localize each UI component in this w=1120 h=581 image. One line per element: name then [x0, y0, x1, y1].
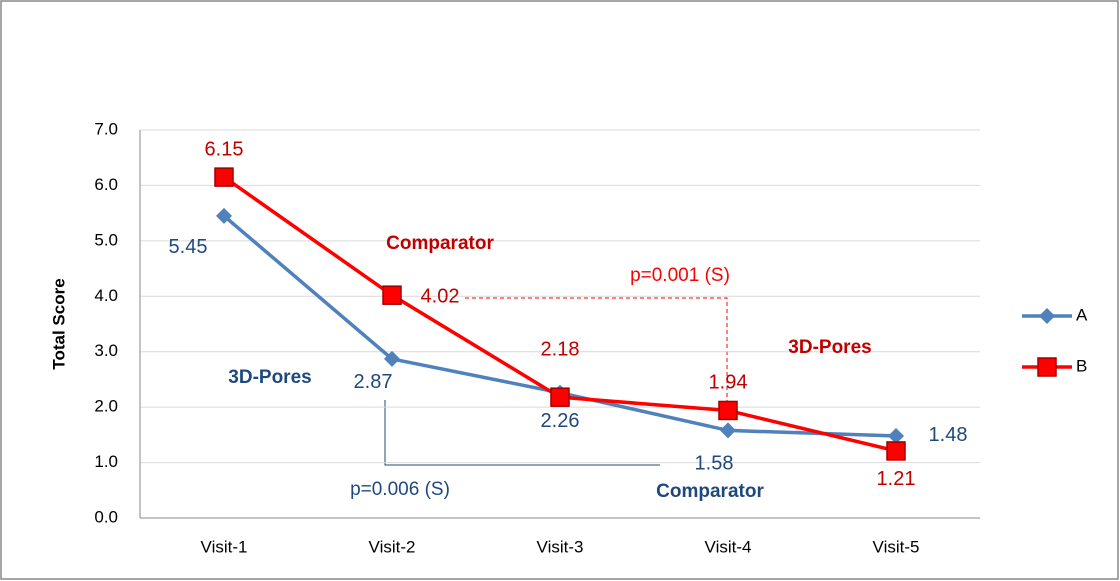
data-label: 2.87: [354, 371, 393, 393]
annotation: 3D-Pores: [788, 337, 871, 358]
point-marker: [382, 285, 402, 305]
data-label: 4.02: [421, 285, 460, 307]
legend-label: A: [1076, 305, 1088, 324]
data-label: 5.45: [169, 236, 208, 258]
point-marker: [888, 427, 904, 444]
point-marker: [216, 207, 232, 224]
annotation: 3D-Pores: [228, 367, 311, 388]
x-tick-label: Visit-1: [201, 537, 248, 556]
y-axis-label: Total Score: [49, 278, 68, 369]
x-tick-label: Visit-5: [873, 537, 920, 556]
annotation: p=0.001 (S): [630, 265, 730, 286]
data-label: 2.18: [541, 338, 580, 360]
x-tick-label: Visit-2: [369, 537, 416, 556]
y-tick-label: 3.0: [94, 341, 118, 360]
y-tick-label: 0.0: [94, 507, 118, 526]
point-marker: [720, 422, 736, 439]
p-connector: [465, 297, 728, 405]
y-tick-label: 1.0: [94, 452, 118, 471]
point-marker: [886, 441, 906, 461]
data-label: 6.15: [205, 138, 244, 160]
point-marker: [384, 350, 400, 367]
data-label: 2.26: [541, 410, 580, 432]
data-label: 1.48: [929, 424, 968, 446]
point-marker: [214, 167, 234, 187]
y-tick-label: 7.0: [94, 119, 118, 138]
p-connector: [384, 400, 660, 466]
point-marker: [550, 387, 570, 407]
x-tick-label: Visit-4: [705, 537, 752, 556]
y-tick-label: 5.0: [94, 230, 118, 249]
annotation: Comparator: [386, 233, 494, 254]
legend-label: B: [1076, 356, 1087, 375]
data-label: 1.21: [877, 468, 916, 490]
data-label: 1.94: [709, 372, 748, 394]
data-label: 1.58: [695, 453, 734, 475]
point-marker: [718, 400, 738, 421]
annotation: Comparator: [656, 481, 764, 502]
y-tick-label: 6.0: [94, 175, 118, 194]
y-tick-label: 2.0: [94, 397, 118, 416]
y-tick-label: 4.0: [94, 286, 118, 305]
annotation: p=0.006 (S): [350, 479, 450, 500]
legend-marker: [1039, 308, 1055, 324]
legend-marker: [1037, 357, 1057, 377]
x-tick-label: Visit-3: [537, 537, 584, 556]
